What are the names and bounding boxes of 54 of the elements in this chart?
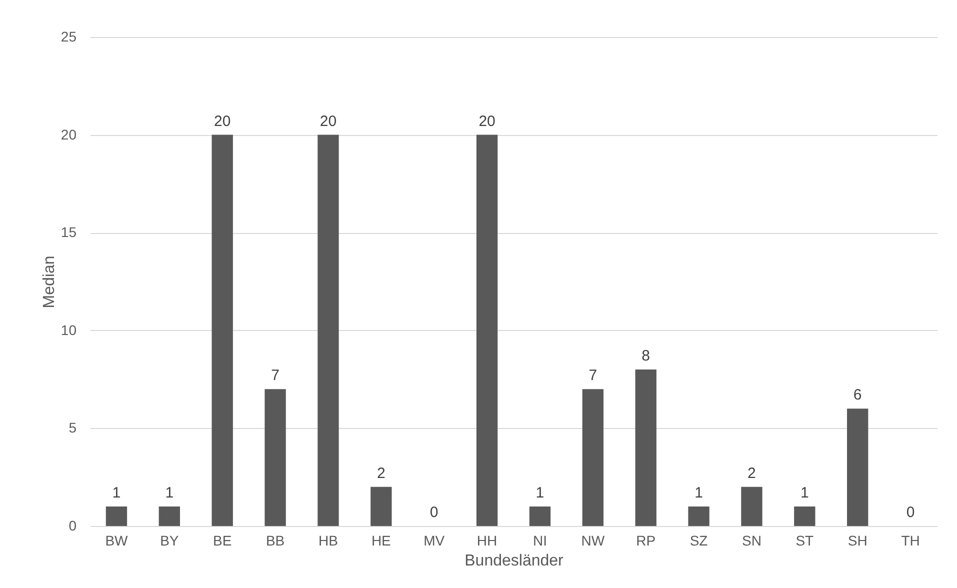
x-tick-label: HB	[318, 532, 338, 548]
bar	[847, 408, 868, 526]
bar	[212, 134, 233, 526]
bar	[529, 506, 551, 526]
bar	[582, 389, 604, 526]
x-tick-label: HH	[476, 532, 498, 548]
y-tick-label: 25	[60, 28, 77, 44]
data-label: 2	[376, 464, 386, 482]
x-tick-label: TH	[901, 532, 920, 548]
x-tick-label: BW	[105, 532, 129, 548]
bar	[106, 506, 128, 526]
x-tick-label: MV	[424, 532, 446, 548]
data-label: 1	[800, 484, 809, 502]
x-tick-label: ST	[796, 532, 814, 548]
bar	[158, 506, 180, 526]
y-tick-label: 5	[68, 420, 77, 436]
data-label: 1	[165, 484, 174, 502]
x-tick-label: RP	[636, 532, 656, 548]
data-label: 1	[694, 484, 703, 502]
y-tick-label: 20	[60, 126, 77, 142]
bar	[476, 134, 498, 526]
x-tick-label: SH	[848, 532, 868, 548]
bar	[318, 134, 339, 526]
bar	[264, 389, 286, 526]
data-label: 20	[214, 112, 231, 130]
data-label: 20	[478, 112, 496, 130]
data-label: 2	[748, 464, 756, 482]
x-tick-label: BB	[266, 532, 285, 548]
y-tick-label: 10	[60, 322, 77, 338]
bar	[370, 486, 392, 526]
data-label: 0	[906, 504, 915, 521]
bar	[635, 370, 656, 526]
x-tick-label: HE	[371, 532, 391, 548]
data-label: 1	[112, 484, 121, 502]
bar	[741, 486, 762, 526]
data-label: 20	[320, 112, 337, 130]
x-tick-label: SZ	[690, 532, 708, 548]
data-label: 7	[588, 367, 598, 384]
bar	[688, 506, 710, 526]
bar	[794, 506, 816, 526]
data-label: 0	[430, 504, 438, 521]
data-label: 7	[271, 367, 280, 384]
x-axis-title: Bundesländer	[464, 552, 564, 570]
y-tick-label: 15	[60, 224, 77, 240]
x-tick-label: NW	[581, 532, 606, 548]
x-tick-label: BE	[213, 532, 232, 548]
data-label: 8	[642, 348, 650, 365]
x-tick-label: NI	[532, 532, 547, 548]
y-axis-title: Median	[40, 256, 58, 308]
data-label: 1	[536, 484, 544, 502]
data-label: 6	[853, 386, 862, 404]
x-tick-label: SN	[742, 532, 762, 548]
y-tick-label: 0	[68, 518, 77, 534]
x-tick-label: BY	[160, 532, 180, 548]
